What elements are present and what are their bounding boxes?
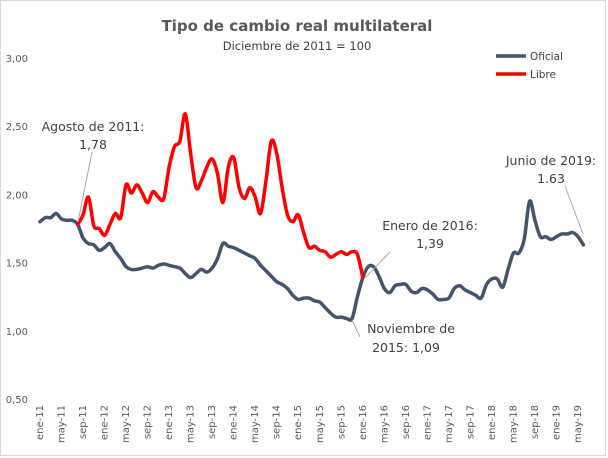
series-line-oficial <box>38 199 586 322</box>
y-tick-label: 0,50 <box>6 395 28 406</box>
x-tick-label: sep-12 <box>143 405 154 439</box>
x-tick-label: may-11 <box>57 405 68 443</box>
x-tick-label: ene-16 <box>358 405 369 440</box>
x-tick-label: may-16 <box>379 405 390 443</box>
x-tick-label: sep-13 <box>207 405 218 439</box>
annotation-nov15-line1: Noviembre de <box>367 321 455 336</box>
annotation-jun19-line2: 1.63 <box>537 171 565 186</box>
annotation-ene16-line1: Enero de 2016: <box>382 218 478 233</box>
y-tick-label: 3,00 <box>6 54 28 65</box>
x-tick-label: may-14 <box>250 405 261 443</box>
annotation-leader-ene16 <box>364 251 391 279</box>
annotation-jun19-line1: Junio de 2019: <box>505 153 596 168</box>
x-tick-label: may-17 <box>444 405 455 443</box>
x-tick-label: may-19 <box>573 405 584 443</box>
x-tick-label: ene-18 <box>487 405 498 440</box>
annotation-leader-ago11 <box>77 151 93 223</box>
x-tick-label: ene-12 <box>100 405 111 440</box>
legend-label-libre: Libre <box>530 69 556 81</box>
legend: Oficial Libre <box>496 51 563 81</box>
x-tick-label: sep-11 <box>78 405 89 439</box>
x-tick-label: may-18 <box>508 405 519 443</box>
x-tick-label: ene-11 <box>35 405 46 440</box>
y-tick-label: 2,00 <box>6 190 28 201</box>
x-tick-label: sep-14 <box>272 405 283 439</box>
x-tick-label: ene-14 <box>229 405 240 440</box>
x-tick-label: sep-17 <box>465 405 476 439</box>
annotation-leader-nov15 <box>351 319 361 338</box>
x-tick-label: may-15 <box>315 405 326 443</box>
y-tick-label: 2,50 <box>6 122 28 133</box>
x-tick-label: may-13 <box>186 405 197 443</box>
x-tick-label: sep-15 <box>336 405 347 439</box>
y-tick-label: 1,00 <box>6 327 28 338</box>
annotation-nov15-line2: 2015: 1,09 <box>372 340 440 355</box>
annotation-leader-jun19 <box>564 185 584 235</box>
x-tick-label: ene-15 <box>293 405 304 440</box>
annotation-ago11-line2: 1,78 <box>79 137 107 152</box>
y-tick-label: 1,50 <box>6 259 28 270</box>
x-tick-label: ene-13 <box>164 405 175 440</box>
x-tick-label: may-12 <box>121 405 132 443</box>
x-tick-label: sep-18 <box>530 405 541 439</box>
x-tick-label: ene-17 <box>422 405 433 440</box>
annotation-ago11-line1: Agosto de 2011: <box>42 119 145 134</box>
series-line-libre <box>75 112 365 280</box>
annotation-ene16-line2: 1,39 <box>416 236 444 251</box>
x-tick-label: ene-19 <box>551 405 562 440</box>
x-tick-label: sep-16 <box>401 405 412 439</box>
legend-label-oficial: Oficial <box>530 51 563 63</box>
chart-subtitle: Diciembre de 2011 = 100 <box>223 39 372 53</box>
chart-title: Tipo de cambio real multilateral <box>162 17 433 35</box>
